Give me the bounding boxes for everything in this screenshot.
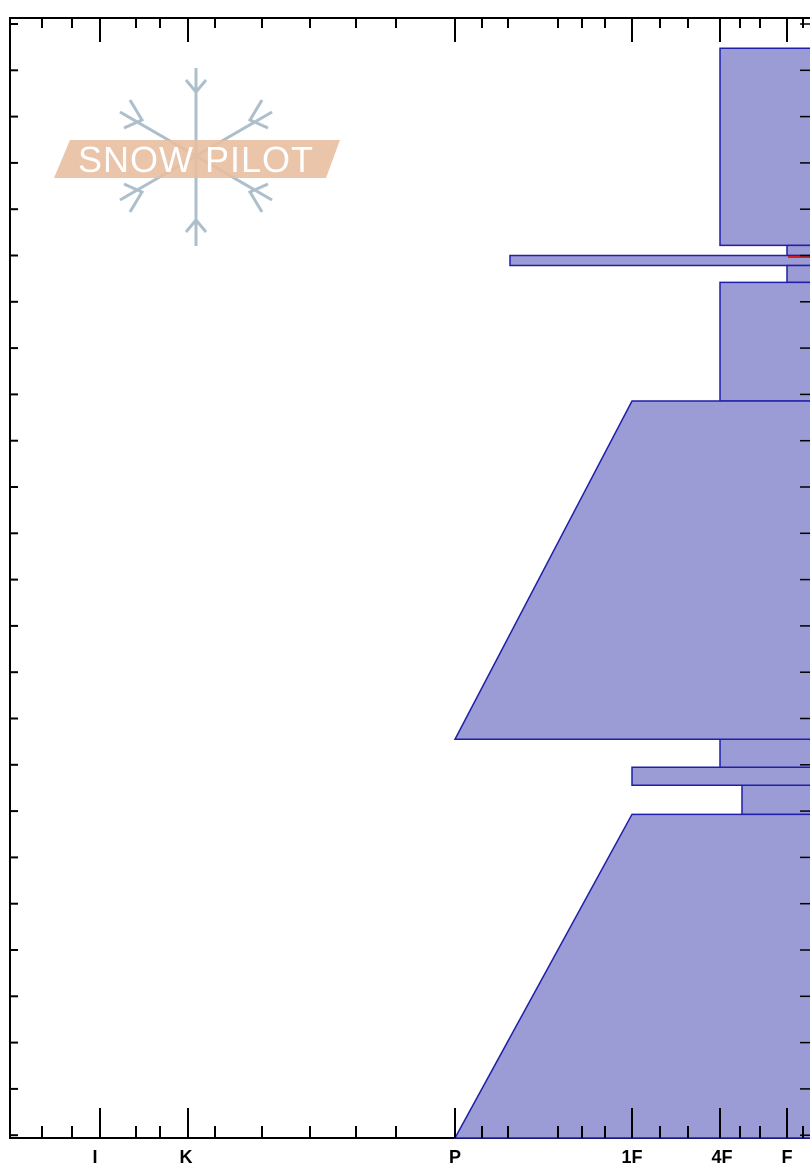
layer-3 xyxy=(509,254,810,267)
logo-text: SNOW PILOT xyxy=(78,139,314,180)
x-axis-ticks xyxy=(41,18,804,1138)
layer-10 xyxy=(453,813,810,1139)
layer-6 xyxy=(453,400,810,741)
layer-2 xyxy=(786,244,810,257)
x-tick-label: P xyxy=(449,1147,461,1167)
x-tick-label: I xyxy=(92,1147,97,1167)
x-tick-label: F xyxy=(782,1147,793,1167)
layer-4 xyxy=(786,264,810,284)
x-axis-tick-labels: I K P 1F 4F F xyxy=(92,1147,792,1167)
logo-band xyxy=(54,140,340,178)
layer-1 xyxy=(719,47,810,247)
layer-9 xyxy=(741,784,810,816)
x-tick-label: K xyxy=(180,1147,193,1167)
left-axis-ticks xyxy=(10,23,810,1137)
snow-pilot-logo: SNOW PILOT xyxy=(54,68,340,246)
layer-5 xyxy=(719,281,810,402)
hardness-layers xyxy=(453,47,810,1139)
layer-7 xyxy=(719,738,810,769)
x-tick-label: 4F xyxy=(711,1147,732,1167)
layer-8 xyxy=(631,766,810,786)
x-tick-label: 1F xyxy=(621,1147,642,1167)
